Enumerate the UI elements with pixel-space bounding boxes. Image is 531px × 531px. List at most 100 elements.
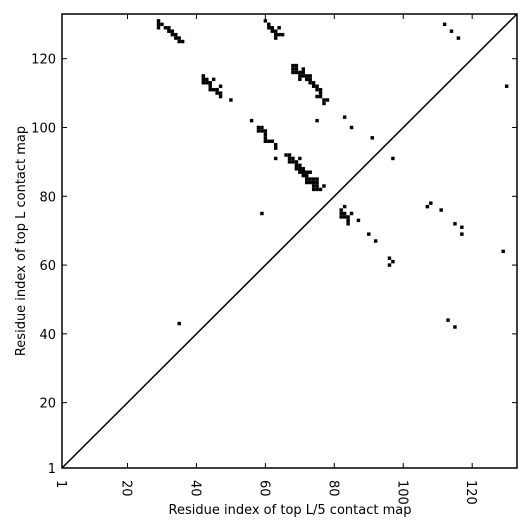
x-tick-label: 1 [53, 480, 68, 488]
y-tick-label: 80 [39, 190, 56, 205]
contact-cell [442, 22, 447, 27]
contact-cell [208, 84, 212, 88]
contact-cell [273, 36, 278, 40]
y-tick-label: 120 [31, 53, 56, 68]
contact-cell [208, 87, 212, 92]
contact-cell [298, 170, 302, 174]
contact-cell [439, 208, 443, 212]
y-tick-label: 40 [39, 328, 56, 343]
contact-cell [315, 118, 319, 123]
contact-cell [263, 132, 268, 137]
diagonal-line [61, 13, 518, 469]
contact-cell [370, 136, 374, 140]
contact-cell [311, 180, 316, 185]
contact-cell [373, 239, 378, 243]
contact-cell [260, 125, 264, 130]
contact-cell [211, 77, 216, 82]
contact-cell [391, 156, 395, 161]
contact-cell [298, 74, 302, 78]
contact-cell [273, 32, 278, 37]
contact-cell [294, 163, 299, 168]
contact-cell [205, 81, 209, 85]
contact-cell [315, 180, 319, 185]
contact-cell [298, 70, 302, 75]
contact-cell [167, 29, 171, 33]
contact-cell [277, 32, 281, 37]
contact-cell [456, 36, 461, 40]
contact-cell [346, 215, 350, 219]
contact-cell [305, 177, 309, 181]
contact-cell [291, 67, 295, 71]
contact-cell [305, 180, 309, 185]
contact-cell [177, 39, 181, 44]
contact-cell [298, 77, 302, 82]
contact-cell [287, 153, 292, 157]
contact-cell [301, 170, 306, 174]
contact-cell [460, 225, 464, 229]
contact-cell [167, 26, 171, 30]
x-tick-label: 100 [394, 480, 409, 505]
contact-cell [301, 173, 306, 178]
contact-cell [291, 156, 295, 161]
contact-cell [391, 259, 395, 264]
contact-cell [215, 91, 219, 95]
y-tick-label: 100 [31, 122, 56, 137]
contact-cell [311, 184, 316, 188]
contact-cell [339, 211, 343, 216]
contact-cell [315, 177, 319, 181]
contact-cell [315, 184, 319, 188]
contact-cells [156, 19, 509, 329]
contact-cell [449, 29, 454, 33]
y-tick-label: 60 [39, 259, 56, 274]
contact-cell [180, 39, 185, 44]
contact-cell [308, 81, 312, 85]
contact-cell [308, 77, 312, 82]
contact-cell [425, 204, 430, 209]
contact-cell [308, 180, 312, 185]
contact-cell [308, 177, 312, 181]
contact-cell [170, 32, 175, 37]
contact-cell [322, 98, 326, 102]
contact-cell [294, 160, 299, 164]
contact-cell [218, 91, 223, 95]
contact-cell [305, 77, 309, 82]
contact-cell [287, 156, 292, 161]
contact-cell [267, 22, 271, 27]
contact-cell [177, 321, 181, 326]
contact-cell [284, 153, 288, 157]
contact-cell [346, 218, 350, 223]
contact-cell [256, 125, 261, 130]
contact-cell [301, 70, 306, 75]
contact-cell [270, 139, 274, 143]
contact-cell [298, 167, 302, 171]
contact-cell [387, 256, 392, 260]
contact-cell [429, 201, 433, 205]
contact-cell [263, 136, 268, 140]
contact-cell [174, 36, 178, 40]
contact-cell [170, 29, 175, 33]
y-tick-label: 20 [39, 397, 56, 412]
contact-cell [315, 94, 319, 99]
x-tick-label: 60 [256, 480, 271, 497]
contact-cell [342, 204, 347, 209]
contact-cell [453, 325, 457, 329]
contact-cell [291, 160, 295, 164]
contact-cell [270, 29, 274, 33]
contact-cell [339, 215, 343, 219]
contact-cell [318, 87, 323, 92]
y-tick-label: 1 [48, 462, 56, 477]
contact-cell [311, 84, 316, 88]
contact-cell [273, 142, 278, 147]
contact-cell [342, 115, 347, 119]
contact-cell [163, 26, 168, 30]
contact-cell [301, 74, 306, 78]
contact-cell [260, 129, 264, 133]
contact-cell [270, 26, 274, 30]
contact-cell [367, 232, 371, 236]
contact-cell [218, 84, 223, 88]
contact-cell [263, 19, 268, 23]
x-tick-label: 80 [325, 480, 340, 497]
contact-cell [349, 125, 354, 130]
contact-cell [305, 173, 309, 178]
